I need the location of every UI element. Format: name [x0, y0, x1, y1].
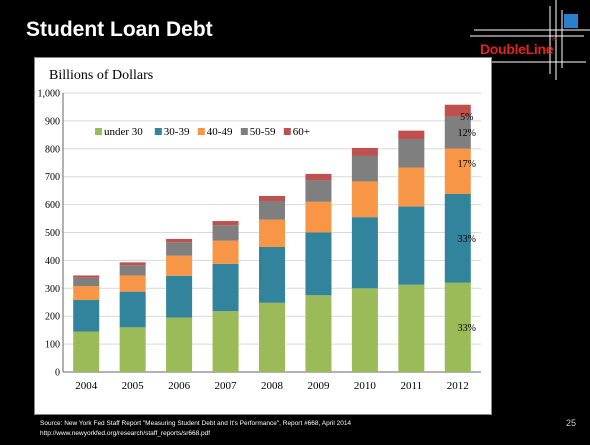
x-tick-label: 2010 [354, 380, 377, 392]
x-tick-label: 2006 [168, 380, 191, 392]
bar-segment [212, 221, 239, 226]
doubleline-logo: DoubleLine ® [470, 0, 590, 80]
percent-annotation: 33% [458, 323, 476, 334]
slide-title: Student Loan Debt [26, 18, 213, 41]
legend-swatch [95, 128, 102, 135]
x-tick-label: 2012 [447, 380, 469, 392]
bar-segment [258, 302, 286, 372]
bar-segment [212, 263, 239, 312]
bar-segment [305, 232, 332, 296]
x-tick-label: 2008 [261, 380, 284, 392]
legend-label: 40-49 [207, 126, 233, 138]
bar-segment [398, 167, 425, 207]
bar-segment [305, 295, 332, 372]
y-tick-label: 800 [45, 144, 60, 155]
source-note: Source: New York Fed Staff Report "Measu… [40, 419, 351, 438]
bar-segment [119, 262, 146, 266]
y-tick-label: 1,000 [38, 89, 61, 100]
x-tick-label: 2009 [307, 380, 330, 392]
bar-segment [351, 217, 378, 289]
legend-swatch [283, 128, 291, 135]
percent-annotation: 5% [460, 112, 473, 123]
bar-segment [73, 300, 100, 332]
bar-segment [444, 282, 471, 372]
bar-segment [305, 173, 332, 181]
bar-segment [166, 317, 193, 372]
y-tick-label: 300 [45, 284, 60, 295]
bar-segment [119, 275, 146, 292]
bar-segment [73, 277, 100, 287]
source-url[interactable]: http://www.newyorkfed.org/research/staff… [40, 429, 211, 437]
bar-segment [444, 148, 471, 194]
logo-text: DoubleLine [480, 41, 554, 57]
x-tick-label: 2011 [401, 380, 423, 392]
y-tick-label: 500 [45, 228, 60, 239]
source-citation: Source: New York Fed Staff Report "Measu… [40, 420, 352, 427]
bar-segment [166, 238, 193, 243]
bar-segment [351, 147, 378, 156]
legend-swatch [154, 128, 162, 135]
chart-panel: Billions of Dollars 0 100 200 300 400 500 600 70… [34, 57, 492, 415]
logo-registered-mark: ® [552, 37, 557, 43]
bar-segment [212, 311, 239, 372]
bar-segment [444, 193, 471, 283]
bar-segment [258, 195, 286, 201]
bar-segment [351, 155, 378, 182]
y-tick-label: 700 [45, 172, 60, 183]
bar-segment [258, 200, 286, 220]
bar-segment [398, 206, 425, 285]
x-tick-label: 2007 [215, 380, 238, 392]
y-tick-label: 900 [45, 116, 60, 127]
bar-segment [351, 181, 378, 218]
percent-annotation: 12% [458, 128, 476, 139]
legend-label: 30-39 [164, 126, 190, 138]
bar-segment [73, 275, 100, 278]
bar-segment [398, 130, 425, 140]
y-tick-label: 100 [45, 340, 60, 351]
page-number: 25 [566, 418, 577, 428]
legend-label: under 30 [104, 126, 143, 138]
bar-segment [166, 242, 193, 256]
bar-segment [351, 288, 378, 372]
bar-segment [212, 225, 239, 241]
bar-segment [444, 104, 471, 117]
y-tick-label: 0 [55, 368, 60, 379]
percent-annotation: 17% [458, 159, 476, 170]
chart-title: Billions of Dollars [49, 68, 153, 83]
bar-segment [444, 116, 471, 149]
bar-segment [119, 327, 146, 372]
bar-segment [258, 219, 286, 248]
legend-label: 50-59 [250, 126, 276, 138]
percent-annotation: 33% [458, 234, 476, 245]
bar-segment [166, 275, 193, 318]
bar-segment [73, 331, 100, 372]
y-tick-label: 600 [45, 200, 60, 211]
y-tick-label: 400 [45, 256, 60, 267]
bar-segment [119, 291, 146, 328]
stacked-bar-chart: Billions of Dollars 0 100 200 300 400 500 600 70… [38, 68, 481, 392]
bar-segment [73, 286, 100, 301]
x-tick-label: 2005 [122, 380, 144, 392]
legend-label: 60+ [293, 126, 310, 138]
bar-segment [398, 139, 425, 168]
bar-segment [305, 201, 332, 233]
bar-segment [212, 240, 239, 264]
legend-swatch [197, 128, 205, 135]
bar-segment [166, 255, 193, 276]
bar-segment [305, 180, 332, 202]
legend-swatch [240, 128, 248, 135]
bar-segment [398, 284, 425, 372]
y-tick-label: 200 [45, 312, 60, 323]
logo-mark-icon [470, 0, 590, 80]
bar-segment [119, 265, 146, 276]
x-tick-label: 2004 [75, 380, 98, 392]
bar-segment [258, 247, 286, 303]
